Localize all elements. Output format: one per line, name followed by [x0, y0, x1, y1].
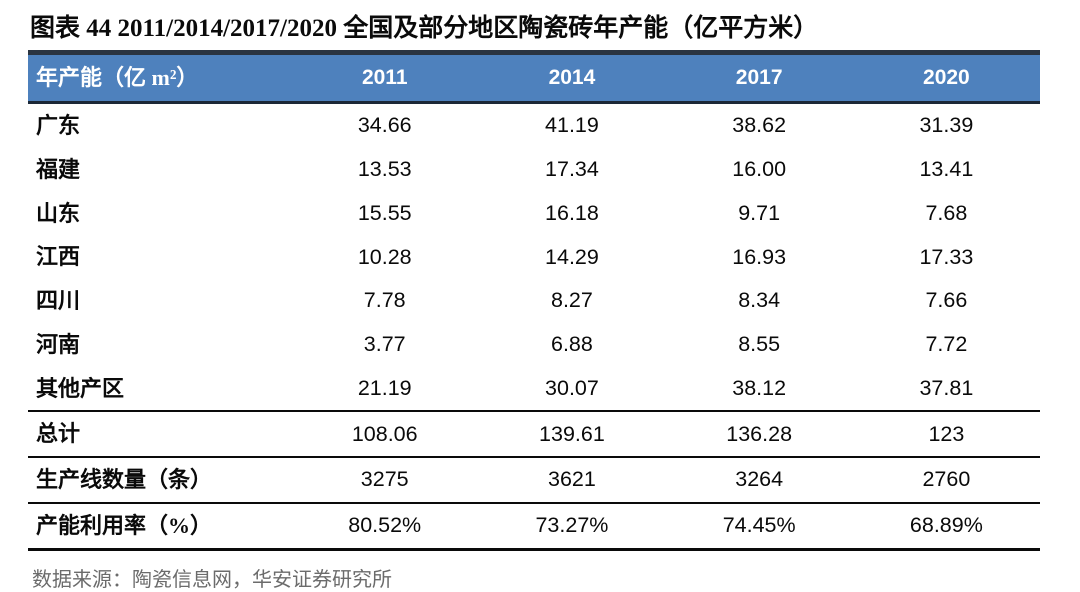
value-cell: 7.66 — [925, 288, 968, 313]
table-row-other-regions: 其他产区 21.19 30.07 38.12 37.81 — [28, 367, 1040, 412]
value-cell: 8.27 — [551, 288, 593, 313]
value-cell: 7.78 — [363, 288, 406, 313]
header-year-2020: 2020 — [852, 49, 1040, 105]
value-cell: 3.77 — [363, 332, 406, 357]
value-cell: 108.06 — [291, 410, 479, 458]
value-cell: 6.88 — [551, 332, 593, 357]
table-row-production-lines: 生产线数量（条） 3275 3621 3264 2760 — [28, 456, 1040, 503]
region-label: 福建 — [36, 156, 81, 182]
total-label: 总计 — [28, 410, 292, 458]
data-source-note: 数据来源：陶瓷信息网，华安证券研究所 — [32, 568, 392, 591]
production-lines-label: 生产线数量（条） — [28, 456, 292, 503]
value-cell: 80.52% — [291, 501, 479, 551]
capacity-table: 年产能（亿 m²） 2011 2014 2017 2020 广东 34.66 4… — [28, 49, 1040, 551]
value-cell: 136.28 — [665, 410, 853, 458]
value-cell: 16.18 — [545, 200, 599, 225]
value-cell: 34.66 — [357, 113, 412, 138]
table-row-jiangxi: 江西 10.28 14.29 16.93 17.33 — [28, 235, 1040, 279]
value-cell: 17.34 — [545, 157, 599, 182]
table-header-row: 年产能（亿 m²） 2011 2014 2017 2020 — [28, 49, 1040, 105]
header-year-2014: 2014 — [478, 49, 666, 105]
value-cell: 13.41 — [919, 157, 974, 182]
value-cell: 37.81 — [919, 375, 974, 400]
value-cell: 41.19 — [545, 113, 599, 138]
region-label: 江西 — [36, 244, 81, 270]
value-cell: 123 — [852, 410, 1040, 458]
header-unit-cell: 年产能（亿 m²） — [28, 49, 292, 105]
table-row-guangdong: 广东 34.66 41.19 38.62 31.39 — [28, 103, 1040, 148]
region-label: 四川 — [36, 288, 81, 314]
value-cell: 7.72 — [925, 332, 968, 357]
value-cell: 38.12 — [732, 375, 787, 400]
table-row-fujian: 福建 13.53 17.34 16.00 13.41 — [28, 148, 1040, 192]
value-cell: 74.45% — [665, 501, 853, 551]
value-cell: 17.33 — [919, 244, 974, 269]
region-label: 其他产区 — [36, 375, 125, 401]
value-cell: 3264 — [665, 456, 853, 503]
value-cell: 8.55 — [738, 332, 781, 357]
value-cell: 13.53 — [357, 157, 412, 182]
value-cell: 15.55 — [357, 200, 412, 225]
figure-title: 图表 44 2011/2014/2017/2020 全国及部分地区陶瓷砖年产能（… — [30, 15, 819, 42]
value-cell: 3621 — [478, 456, 666, 503]
table-row-total: 总计 108.06 139.61 136.28 123 — [28, 410, 1040, 458]
header-year-2017: 2017 — [665, 49, 853, 105]
region-label: 山东 — [36, 200, 81, 226]
value-cell: 3275 — [291, 456, 479, 503]
value-cell: 139.61 — [478, 410, 666, 458]
value-cell: 9.71 — [738, 200, 781, 225]
utilization-rate-label: 产能利用率（%） — [28, 501, 292, 551]
table-row-henan: 河南 3.77 6.88 8.55 7.72 — [28, 323, 1040, 367]
value-cell: 68.89% — [852, 501, 1040, 551]
value-cell: 8.34 — [738, 288, 781, 313]
value-cell: 30.07 — [545, 375, 599, 400]
value-cell: 14.29 — [545, 244, 599, 269]
table-row-sichuan: 四川 7.78 8.27 8.34 7.66 — [28, 279, 1040, 323]
region-label: 河南 — [36, 331, 81, 357]
value-cell: 16.00 — [732, 157, 787, 182]
value-cell: 2760 — [852, 456, 1040, 503]
value-cell: 16.93 — [732, 244, 787, 269]
region-label: 广东 — [36, 113, 81, 139]
table-row-utilization-rate: 产能利用率（%） 80.52% 73.27% 74.45% 68.89% — [28, 501, 1040, 551]
header-year-2011: 2011 — [291, 49, 479, 105]
value-cell: 38.62 — [732, 113, 787, 138]
value-cell: 10.28 — [357, 244, 412, 269]
value-cell: 21.19 — [357, 375, 412, 400]
value-cell: 73.27% — [478, 501, 666, 551]
value-cell: 7.68 — [925, 200, 968, 225]
table-row-shandong: 山东 15.55 16.18 9.71 7.68 — [28, 192, 1040, 236]
report-figure-page: 图表 44 2011/2014/2017/2020 全国及部分地区陶瓷砖年产能（… — [0, 8, 1080, 592]
value-cell: 31.39 — [919, 113, 974, 138]
